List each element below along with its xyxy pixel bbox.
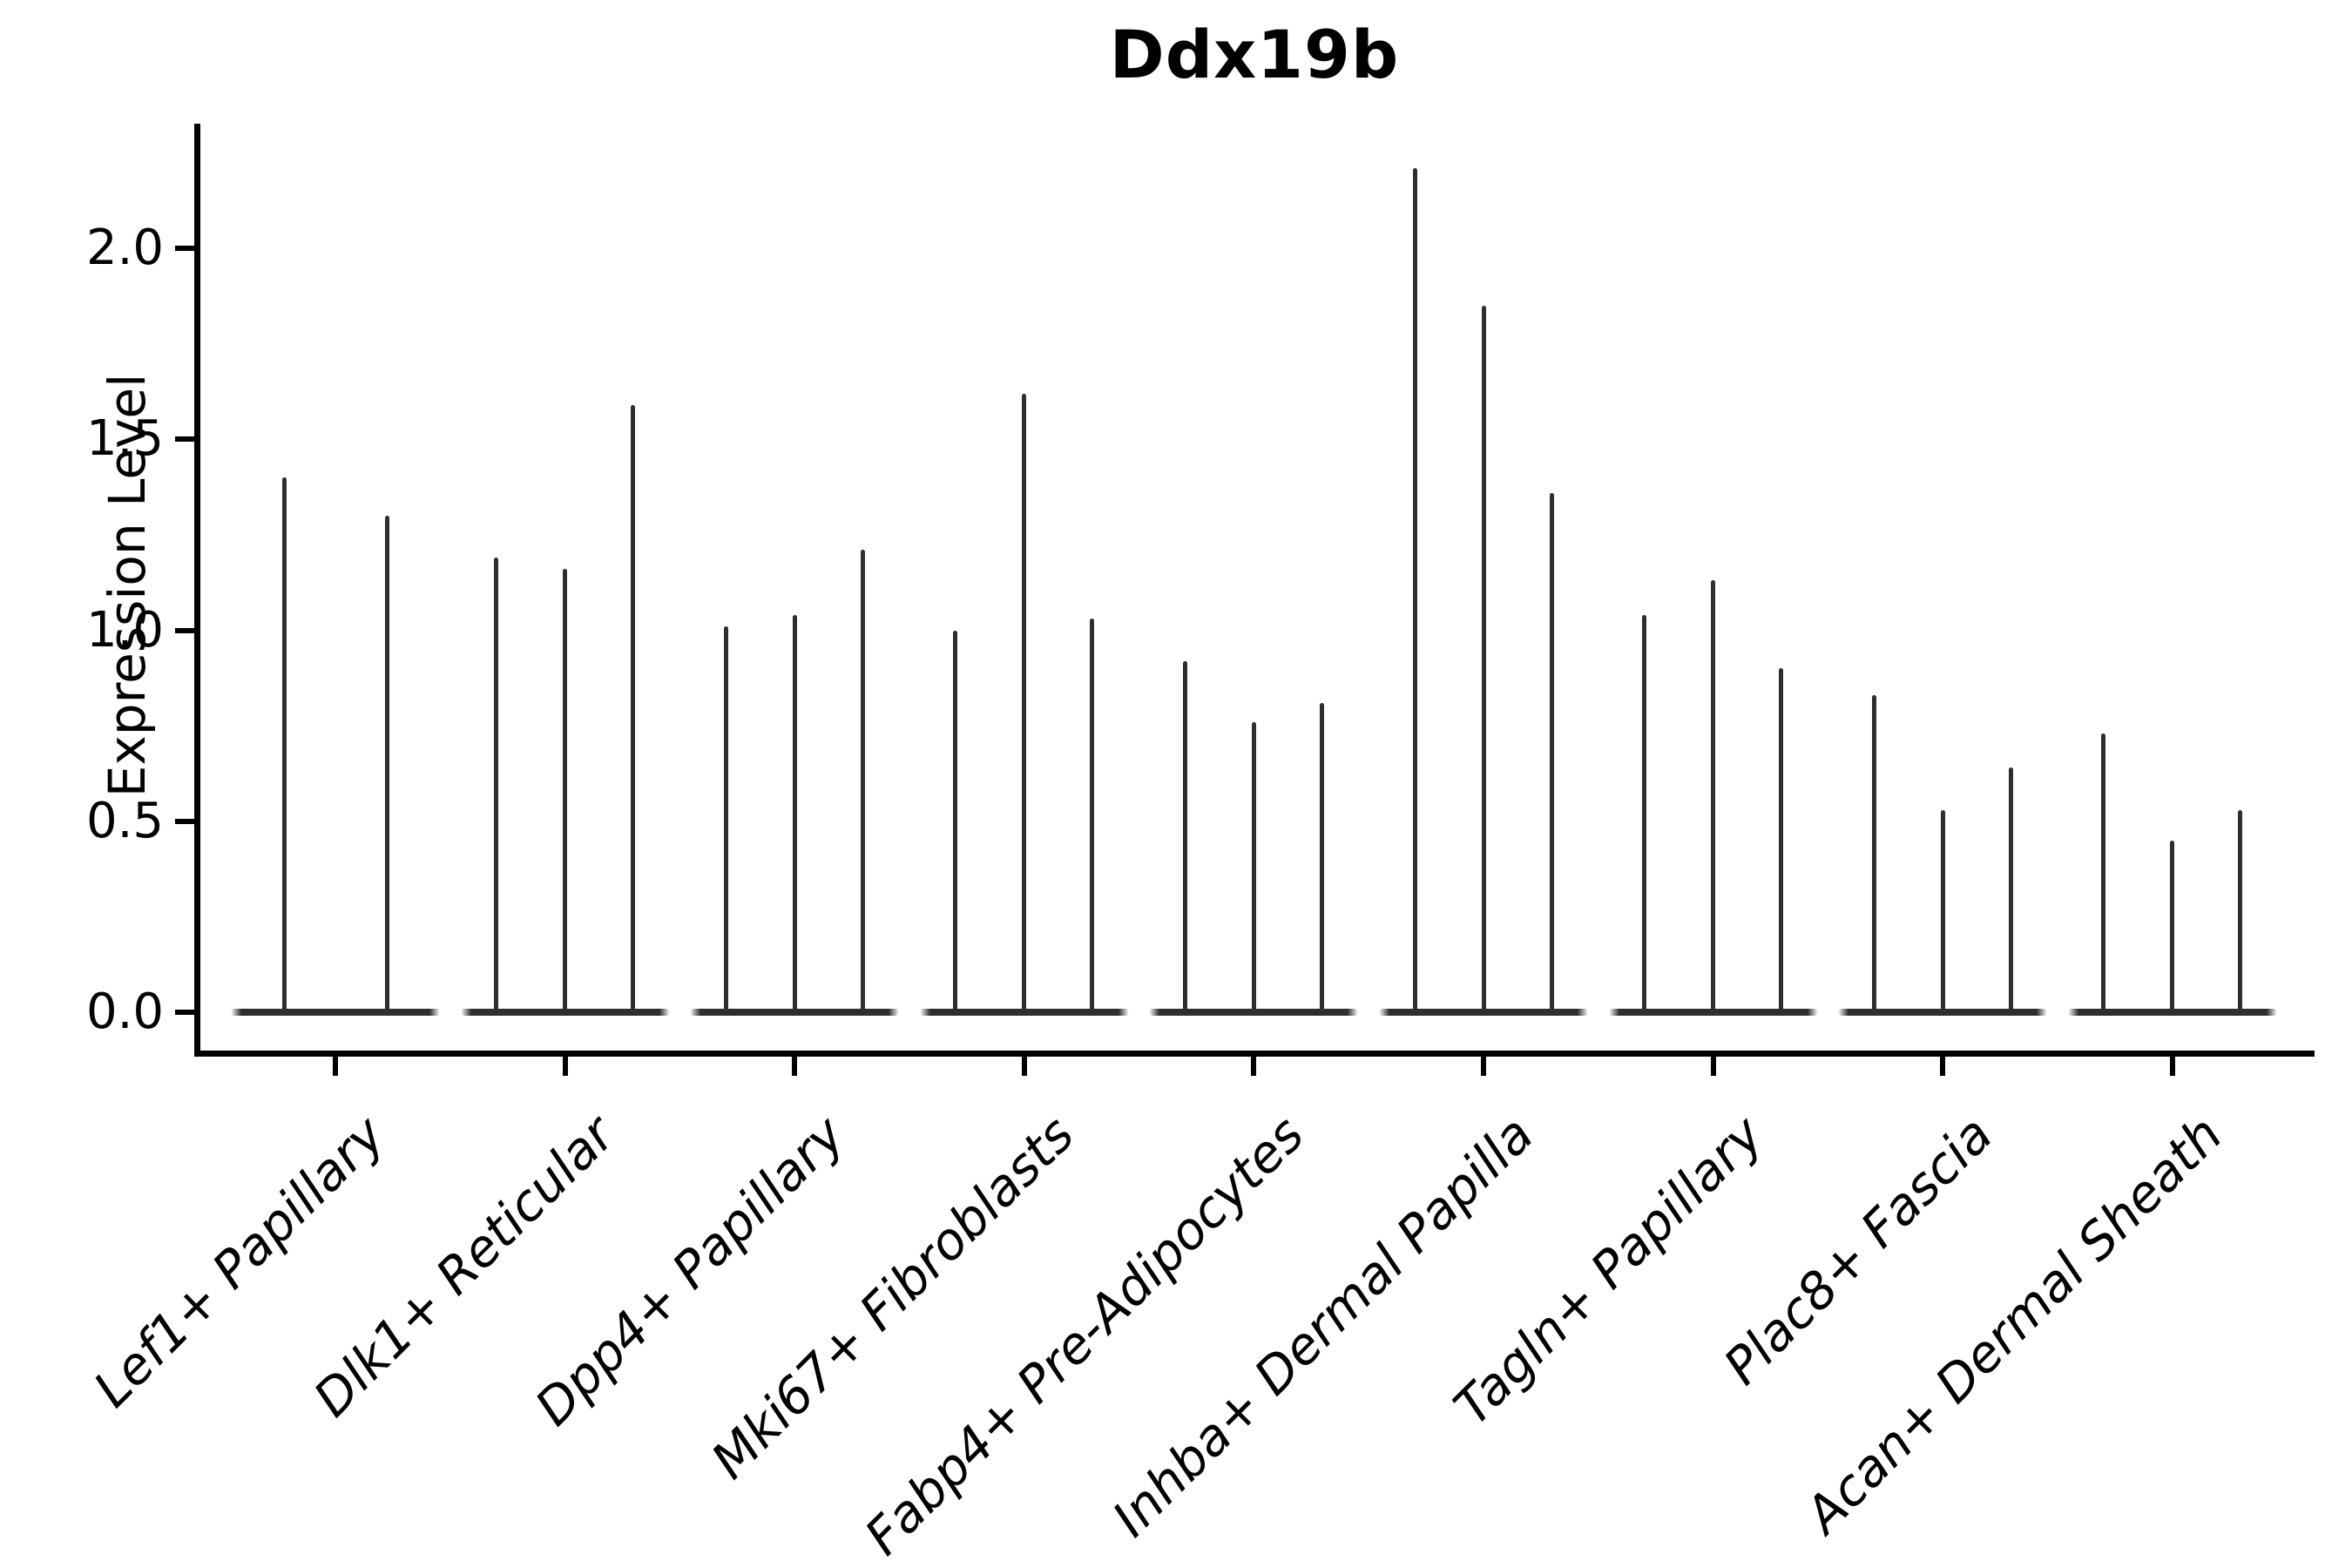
violin-spike xyxy=(1182,660,1187,1016)
violin-spike xyxy=(2101,733,2106,1016)
x-tick xyxy=(792,1057,798,1076)
violin-spike xyxy=(1251,721,1256,1016)
y-tick xyxy=(175,1010,194,1015)
chart-title: Ddx19b xyxy=(1109,16,1400,93)
violin-spike xyxy=(1642,614,1647,1016)
violin-spike xyxy=(1711,580,1716,1016)
violin-spike xyxy=(2238,809,2243,1016)
violin-spike xyxy=(953,630,958,1016)
y-tick xyxy=(175,246,194,251)
x-tick xyxy=(1251,1057,1257,1076)
violin-spike xyxy=(1319,702,1324,1016)
y-tick xyxy=(175,818,194,824)
violin-spike xyxy=(1940,809,1945,1016)
x-tick xyxy=(1940,1057,1946,1076)
violin-spike xyxy=(2008,767,2013,1016)
x-tick xyxy=(562,1057,568,1076)
violin-spike xyxy=(563,569,568,1016)
violin-spike xyxy=(723,626,728,1016)
violin-spike xyxy=(1549,492,1554,1016)
y-tick-label: 1.0 xyxy=(85,601,164,659)
y-tick-label: 2.0 xyxy=(85,220,164,276)
x-tick xyxy=(2169,1057,2175,1076)
violin-spike xyxy=(860,550,865,1016)
plot-area xyxy=(194,124,2315,1057)
violin-spike xyxy=(281,477,287,1016)
y-tick-label: 0.0 xyxy=(85,983,164,1040)
y-tick-label: 1.5 xyxy=(85,410,164,468)
violin-spike xyxy=(1481,305,1486,1016)
violin-spike xyxy=(494,558,499,1016)
x-axis-label: Inhba+ Dermal Papilla xyxy=(1100,1105,1545,1549)
x-tick xyxy=(1021,1057,1027,1076)
y-tick-label: 0.5 xyxy=(85,792,164,849)
x-tick xyxy=(1710,1057,1716,1076)
x-tick xyxy=(1481,1057,1486,1076)
violin-spike xyxy=(384,515,389,1016)
x-axis-label: Fabp4+ Pre-Adipocytes xyxy=(853,1105,1315,1567)
violin-spike xyxy=(631,404,636,1016)
x-tick xyxy=(333,1057,338,1076)
violin-spike xyxy=(1022,393,1027,1016)
y-tick xyxy=(175,436,194,443)
violin-spike xyxy=(792,614,797,1016)
x-axis-label: Acan+ Dermal Sheath xyxy=(1794,1105,2234,1544)
violin-spike xyxy=(2170,840,2175,1016)
violin-spike xyxy=(1412,167,1417,1016)
violin-base xyxy=(231,1009,440,1016)
violin-spike xyxy=(1779,668,1784,1016)
violin-spike xyxy=(1871,695,1876,1016)
violin-spike xyxy=(1090,618,1095,1016)
y-tick xyxy=(175,627,194,633)
